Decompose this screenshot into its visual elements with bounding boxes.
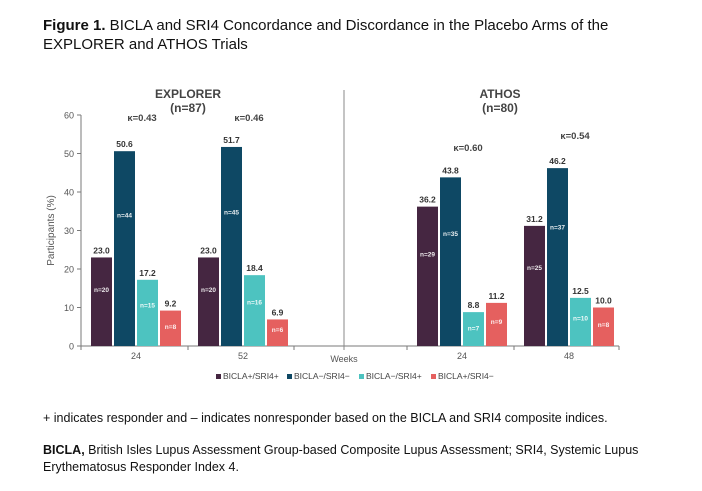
legend-swatch	[287, 374, 292, 379]
n-label: n=16	[247, 299, 262, 306]
bar-bicla-sri4-	[160, 310, 181, 346]
bar-bicla-sri4-	[440, 177, 461, 346]
y-tick-label: 50	[64, 149, 74, 159]
data-label: 18.4	[246, 263, 263, 273]
n-label: n=6	[272, 327, 284, 334]
data-label: 50.6	[116, 139, 133, 149]
x-tick-label: 24	[131, 351, 141, 361]
n-label: n=35	[443, 231, 458, 238]
data-label: 23.0	[200, 245, 217, 255]
bar-bicla-sri4-	[463, 312, 484, 346]
y-tick-label: 0	[69, 342, 74, 352]
kappa-label: κ=0.60	[453, 143, 482, 154]
bar-bicla-sri4-	[91, 257, 112, 346]
n-label: n=15	[140, 303, 155, 310]
y-tick-label: 10	[64, 303, 74, 313]
data-label: 9.2	[165, 299, 177, 309]
n-label: n=8	[165, 324, 177, 331]
n-label: n=37	[550, 224, 565, 231]
y-tick-label: 40	[64, 188, 74, 198]
data-label: 51.7	[223, 135, 240, 145]
panel-title-athos: ATHOS	[479, 87, 520, 101]
data-label: 6.9	[272, 307, 284, 317]
x-axis-title: Weeks	[330, 354, 358, 364]
n-label: n=45	[224, 210, 239, 217]
legend-label: BICLA−/SRI4+	[366, 371, 422, 381]
n-label: n=20	[94, 287, 109, 294]
data-label: 12.5	[572, 286, 589, 296]
footnote-abbrev-text: British Isles Lupus Assessment Group-bas…	[43, 443, 639, 474]
n-label: n=7	[468, 325, 480, 332]
n-label: n=20	[201, 287, 216, 294]
kappa-label: κ=0.46	[234, 113, 263, 124]
legend-label: BICLA+/SRI4+	[223, 371, 279, 381]
legend-swatch	[359, 374, 364, 379]
n-label: n=44	[117, 213, 132, 220]
panel-n-explorer: (n=87)	[170, 101, 206, 115]
legend-swatch	[431, 374, 436, 379]
legend-label: BICLA+/SRI4−	[438, 371, 494, 381]
n-label: n=8	[598, 322, 610, 329]
footnote-abbrev-bold: BICLA,	[43, 443, 85, 457]
figure-title: Figure 1. BICLA and SRI4 Concordance and…	[43, 16, 683, 54]
bar-bicla-sri4-	[114, 151, 135, 346]
footnote-abbreviations: BICLA, British Isles Lupus Assessment Gr…	[43, 442, 663, 476]
footnote-legend-meaning: + indicates responder and – indicates no…	[43, 411, 608, 425]
panel-n-athos: (n=80)	[482, 101, 518, 115]
bar-bicla-sri4-	[198, 257, 219, 346]
y-tick-label: 60	[64, 111, 74, 121]
data-label: 8.8	[468, 300, 480, 310]
bar-bicla-sri4-	[244, 275, 265, 346]
data-label: 23.0	[93, 245, 110, 255]
bar-bicla-sri4-	[267, 319, 288, 346]
data-label: 10.0	[595, 296, 612, 306]
bar-bicla-sri4-	[524, 225, 545, 346]
x-tick-label: 24	[457, 351, 467, 361]
bar-bicla-sri4-	[221, 146, 242, 346]
x-tick-label: 48	[564, 351, 574, 361]
y-axis-title: Participants (%)	[46, 195, 57, 266]
data-label: 43.8	[442, 165, 459, 175]
data-label: 36.2	[419, 195, 436, 205]
y-tick-label: 20	[64, 265, 74, 275]
n-label: n=29	[420, 251, 435, 258]
bar-bicla-sri4-	[547, 168, 568, 346]
x-tick-label: 52	[238, 351, 248, 361]
data-label: 31.2	[526, 214, 543, 224]
kappa-label: κ=0.43	[127, 113, 156, 124]
figure-title-text: BICLA and SRI4 Concordance and Discordan…	[43, 17, 609, 53]
data-label: 46.2	[549, 156, 566, 166]
bar-chart: 0 10 20 30 40 50 60 Participants (%) Weeks EXPLOR…	[46, 87, 620, 381]
panel-title-explorer: EXPLORER	[155, 87, 221, 101]
n-label: n=10	[573, 315, 588, 322]
y-tick-label: 30	[64, 226, 74, 236]
data-label: 11.2	[488, 291, 504, 301]
bar-bicla-sri4-	[593, 307, 614, 346]
figure-label: Figure 1.	[43, 17, 106, 34]
n-label: n=25	[527, 265, 542, 272]
bar-bicla-sri4-	[486, 302, 507, 346]
bar-bicla-sri4-	[570, 297, 591, 346]
data-label: 17.2	[139, 268, 156, 278]
bar-bicla-sri4-	[137, 279, 158, 346]
bar-bicla-sri4-	[417, 206, 438, 346]
n-label: n=9	[491, 319, 503, 326]
legend-swatch	[216, 374, 221, 379]
legend-label: BICLA−/SRI4−	[294, 371, 350, 381]
kappa-label: κ=0.54	[560, 131, 590, 142]
